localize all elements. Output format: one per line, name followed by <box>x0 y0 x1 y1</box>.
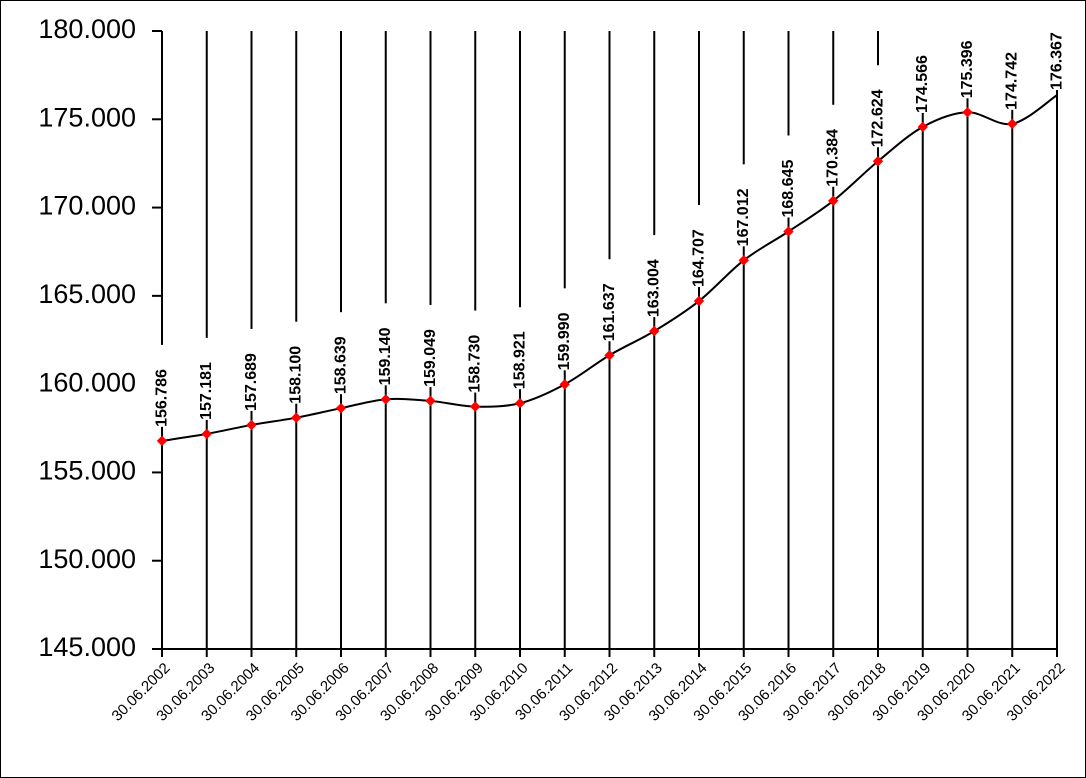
data-point-marker <box>470 401 481 412</box>
data-point-marker <box>917 121 928 133</box>
data-label: 158.730 <box>467 335 484 393</box>
data-label-background <box>823 104 844 187</box>
data-label: 176.367 <box>1049 32 1066 90</box>
data-label: 161.637 <box>601 283 618 341</box>
y-tick-label: 150.000 <box>38 544 136 574</box>
data-point-marker <box>201 428 212 440</box>
data-point-marker <box>828 195 839 206</box>
data-label: 158.639 <box>333 336 350 394</box>
data-label: 174.566 <box>914 55 931 113</box>
data-point-marker <box>246 419 257 431</box>
data-label-background <box>196 337 217 420</box>
data-label: 167.012 <box>735 188 752 246</box>
y-tick-label: 170.000 <box>38 191 136 221</box>
y-tick-label: 175.000 <box>38 102 136 132</box>
data-label-background <box>957 16 978 99</box>
data-label: 156.786 <box>154 369 171 427</box>
data-point-marker <box>156 435 168 447</box>
data-point-marker <box>693 295 705 307</box>
data-label: 159.990 <box>556 312 573 370</box>
data-label-background <box>689 205 709 288</box>
data-label-background <box>152 344 172 427</box>
data-label-background <box>1002 27 1023 110</box>
data-label: 157.689 <box>243 353 260 411</box>
data-label: 170.384 <box>825 129 842 187</box>
data-point-marker <box>1007 118 1018 130</box>
data-label-background <box>510 307 530 390</box>
data-point-marker <box>559 379 570 390</box>
y-tick-label: 155.000 <box>38 456 136 486</box>
data-point-marker <box>291 412 302 423</box>
data-label-background <box>1047 8 1067 90</box>
data-point-marker <box>380 394 391 405</box>
data-label-background <box>912 30 933 113</box>
data-label: 172.624 <box>870 89 887 147</box>
data-point-marker <box>604 350 615 361</box>
data-label: 163.004 <box>646 259 663 317</box>
data-label-background <box>331 312 351 395</box>
data-label-background <box>241 328 262 411</box>
data-label-background <box>644 235 665 318</box>
data-point-marker <box>425 395 436 407</box>
data-label: 164.707 <box>691 229 708 287</box>
data-label: 158.921 <box>512 331 529 389</box>
data-label-background <box>733 164 754 247</box>
data-point-marker <box>514 397 526 409</box>
data-point-marker <box>335 402 347 414</box>
data-label: 157.181 <box>198 362 215 420</box>
data-label: 159.140 <box>377 327 394 385</box>
data-label-background <box>465 310 486 393</box>
data-point-marker <box>738 255 749 266</box>
data-label-background <box>286 321 307 404</box>
data-label: 168.645 <box>780 160 797 218</box>
data-label-background <box>599 259 620 342</box>
data-label-background <box>554 288 575 371</box>
data-label: 158.100 <box>288 346 305 404</box>
y-tick-label: 180.000 <box>38 14 136 44</box>
data-label: 174.742 <box>1004 52 1021 110</box>
data-point-marker <box>783 226 794 237</box>
y-tick-label: 165.000 <box>38 279 136 309</box>
data-label-background <box>420 304 441 387</box>
data-label-background <box>375 303 396 386</box>
data-label: 159.049 <box>422 329 439 387</box>
y-tick-label: 145.000 <box>38 632 136 662</box>
data-point-marker <box>962 107 973 118</box>
data-point-marker <box>649 325 660 337</box>
y-tick-label: 160.000 <box>38 367 136 397</box>
data-label-background <box>868 65 888 148</box>
data-label-background <box>778 135 799 218</box>
data-label: 175.396 <box>959 40 976 98</box>
data-point-marker <box>872 156 884 167</box>
